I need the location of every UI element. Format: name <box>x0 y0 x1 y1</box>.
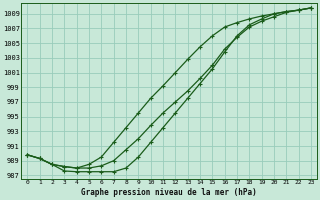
X-axis label: Graphe pression niveau de la mer (hPa): Graphe pression niveau de la mer (hPa) <box>81 188 257 197</box>
